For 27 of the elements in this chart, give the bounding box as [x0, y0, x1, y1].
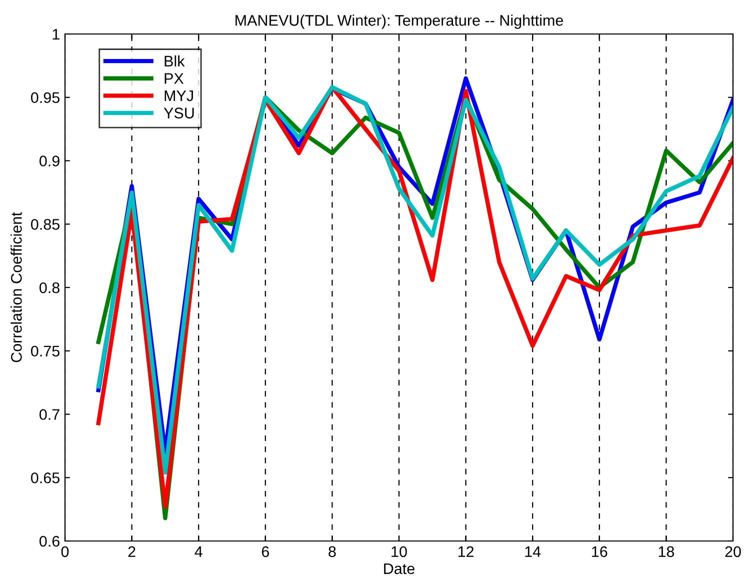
y-tick-label: 0.6	[40, 536, 60, 547]
x-axis-title: Date	[384, 563, 414, 574]
x-tick-label: 4	[194, 546, 202, 557]
y-tick-label: 1	[52, 29, 60, 40]
y-tick-label: 0.85	[31, 218, 60, 230]
x-tick-label: 14	[525, 546, 541, 557]
y-tick-label: 0.75	[31, 346, 60, 357]
x-tick-label: 10	[392, 546, 407, 558]
x-tick-label: 16	[592, 546, 608, 558]
x-tick-label: 0	[61, 546, 69, 558]
y-tick-label: 0.7	[40, 409, 60, 420]
y-tick-label: 0.65	[31, 472, 60, 484]
x-tick-label: 12	[458, 546, 474, 557]
y-axis-title: Correlation Coefficient	[10, 212, 22, 362]
legend-label: YSU	[164, 108, 194, 118]
legend-label: Blk	[164, 55, 185, 66]
legend-label: MYJ	[164, 90, 193, 102]
y-tick-label: 0.8	[40, 282, 60, 294]
x-tick-label: 2	[128, 546, 136, 557]
y-tick-label: 0.95	[31, 92, 60, 104]
chart-title: MANEVU(TDL Winter): Temperature -- Nighttime	[236, 14, 564, 29]
x-tick-label: 20	[725, 546, 741, 558]
x-tick-label: 8	[328, 546, 336, 558]
x-tick-label: 18	[658, 546, 674, 558]
y-tick-label: 0.9	[40, 156, 60, 166]
legend-label: PX	[164, 73, 184, 84]
x-tick-label: 6	[262, 546, 269, 558]
